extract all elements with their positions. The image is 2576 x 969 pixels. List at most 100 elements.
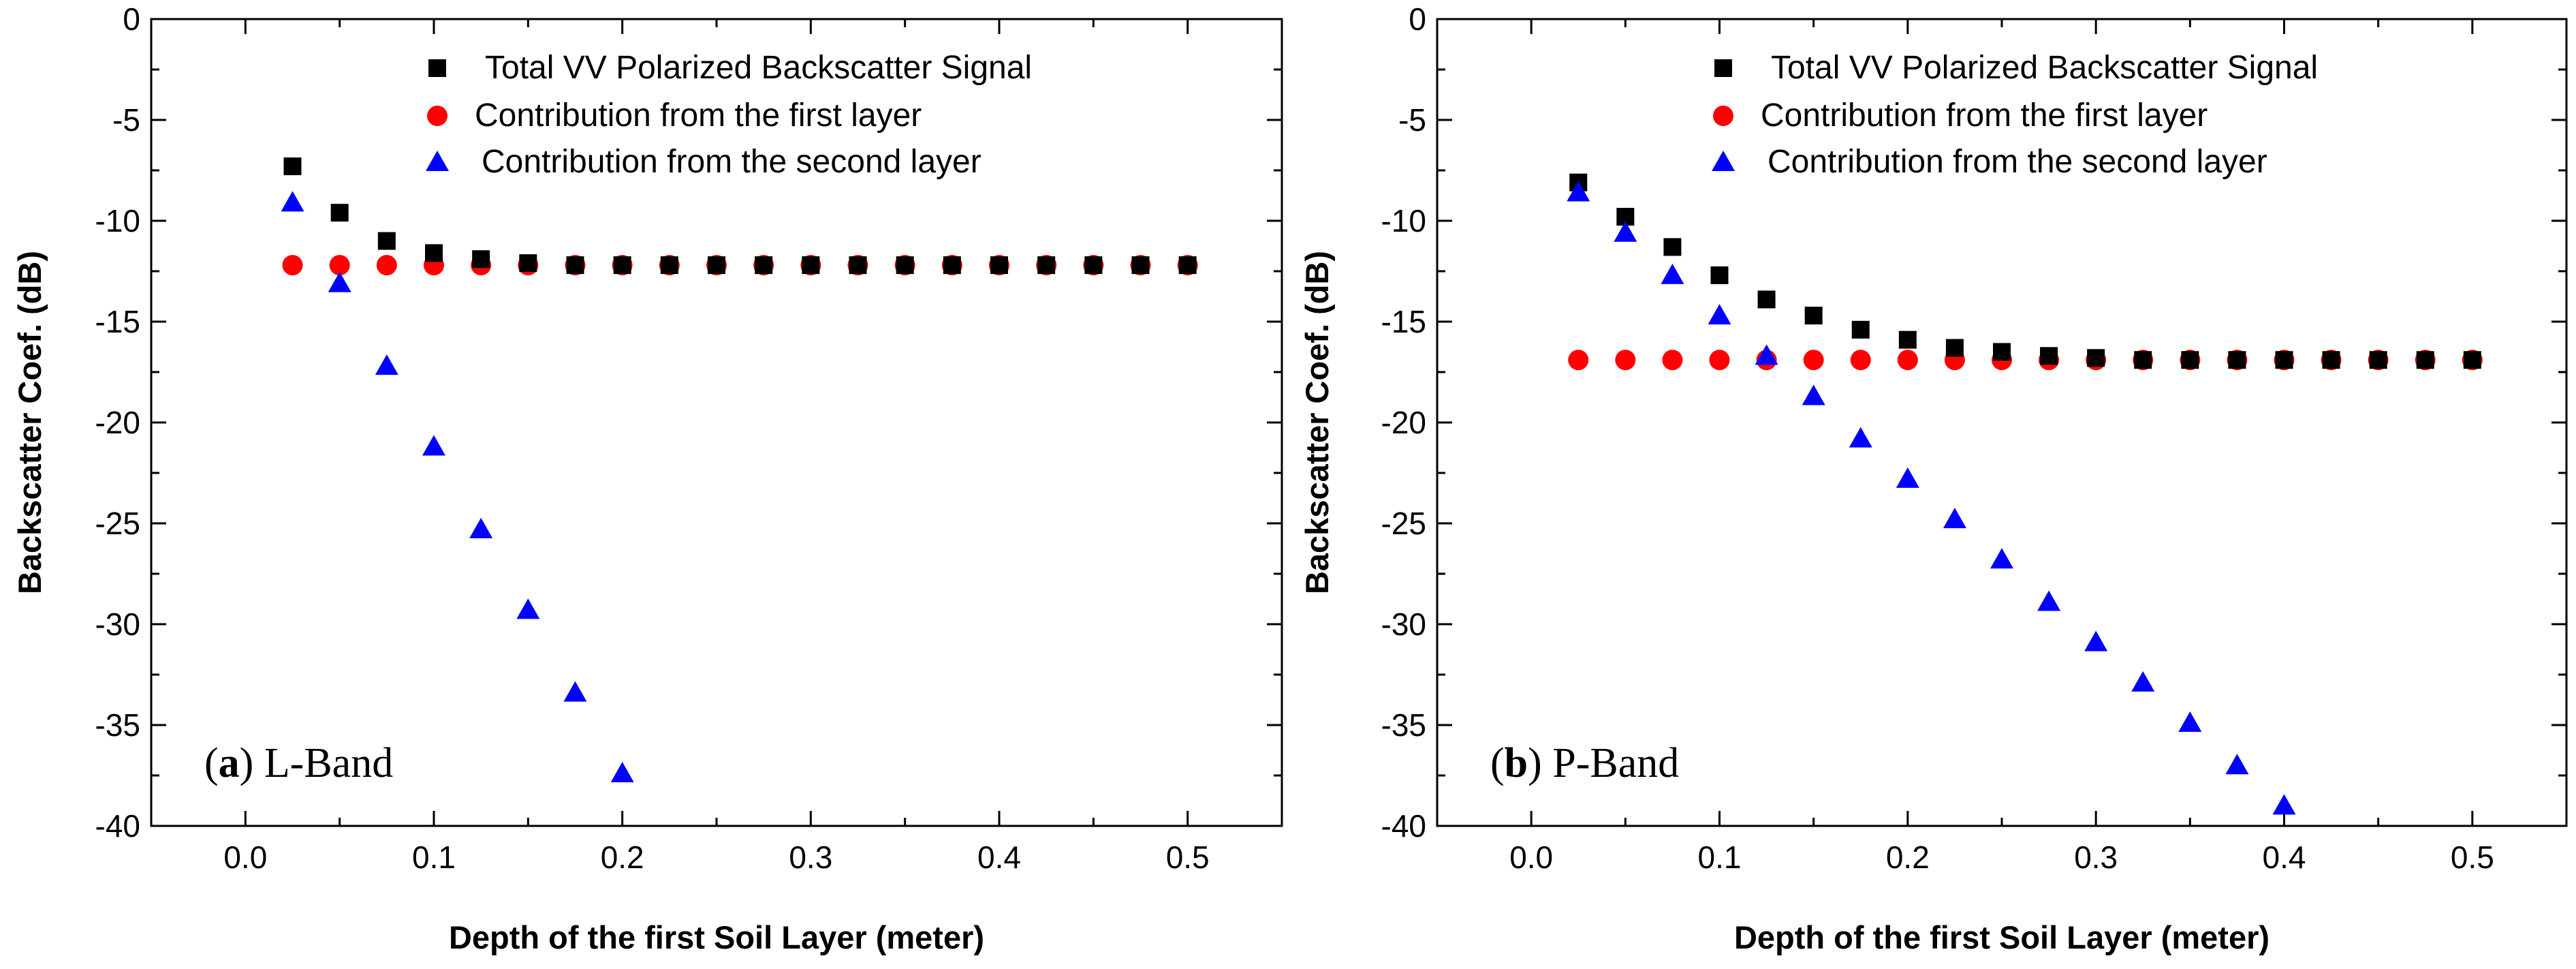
- x-tick-label: 0.3: [789, 840, 832, 875]
- y-tick-label: -5: [112, 102, 140, 138]
- plot-frame: [1436, 18, 2568, 827]
- y-tick-label: -5: [1398, 102, 1426, 138]
- data-point-triangle: [1708, 304, 1731, 325]
- data-point-triangle: [2272, 794, 2296, 815]
- data-point-triangle: [610, 762, 634, 783]
- legend-marker-square: [428, 59, 446, 77]
- legend-marker-triangle: [426, 151, 449, 171]
- data-point-circle: [1568, 350, 1589, 371]
- data-point-triangle: [516, 598, 540, 619]
- data-point-square: [1898, 330, 1917, 349]
- series-circle: [1568, 350, 2483, 371]
- legend-label: Total VV Polarized Backscatter Signal: [1771, 50, 2318, 86]
- series-square: [1569, 173, 2481, 369]
- plot-frame: [150, 18, 1283, 827]
- y-tick-label: -30: [1381, 606, 1426, 642]
- panel-tag-open: (: [1490, 740, 1505, 786]
- data-point-triangle: [422, 435, 445, 456]
- data-point-square: [1993, 343, 2011, 361]
- data-point-square: [613, 256, 631, 275]
- y-tick-label: -40: [1381, 808, 1426, 844]
- data-point-square: [2463, 351, 2481, 369]
- data-point-square: [708, 256, 725, 275]
- x-tick-label: 0.5: [2451, 840, 2494, 875]
- data-point-triangle: [281, 191, 304, 212]
- data-point-circle: [376, 255, 397, 276]
- data-point-square: [1131, 256, 1150, 275]
- x-tick-label: 0.0: [223, 840, 267, 875]
- data-point-square: [566, 256, 584, 275]
- data-point-square: [2087, 349, 2105, 367]
- data-point-square: [2134, 351, 2152, 369]
- data-point-triangle: [1990, 548, 2013, 569]
- legend-marker-circle: [1713, 106, 1733, 126]
- panel-tag: (a) L-Band: [204, 740, 393, 786]
- x-tick-label: 0.3: [2074, 840, 2118, 875]
- data-point-circle: [282, 255, 303, 276]
- y-tick-label: -10: [95, 203, 140, 239]
- data-point-square: [2322, 351, 2340, 369]
- panel-band-text: P-Band: [1552, 740, 1679, 786]
- series-triangle: [281, 191, 634, 783]
- data-point-triangle: [1567, 181, 1590, 202]
- series-square: [283, 157, 1197, 275]
- x-tick-label: 0.0: [1509, 840, 1553, 875]
- panel-tag-close: ): [240, 740, 264, 786]
- y-tick-label: -25: [95, 506, 140, 541]
- y-tick-label: -15: [95, 304, 140, 339]
- data-point-triangle: [1755, 344, 1778, 365]
- data-point-circle: [1897, 350, 1918, 371]
- data-point-square: [1037, 256, 1056, 275]
- legend-label: Contribution from the second layer: [482, 144, 981, 180]
- data-point-circle: [1662, 350, 1683, 371]
- y-tick-label: -30: [95, 606, 140, 642]
- data-point-square: [1945, 339, 1964, 357]
- legend-label: Contribution from the first layer: [475, 97, 922, 134]
- y-tick-label: -40: [95, 808, 140, 844]
- data-point-square: [377, 232, 396, 250]
- data-point-triangle: [1802, 384, 1825, 405]
- x-tick-label: 0.1: [1698, 840, 1742, 875]
- data-point-square: [896, 256, 914, 275]
- x-axis-title: Depth of the first Soil Layer (meter): [449, 919, 984, 955]
- data-point-square: [755, 256, 773, 275]
- data-point-square: [2228, 351, 2246, 369]
- legend-marker-circle: [427, 106, 447, 126]
- data-point-triangle: [563, 681, 587, 702]
- data-point-triangle: [469, 517, 493, 538]
- data-point-square: [2040, 347, 2058, 365]
- data-point-square: [1804, 307, 1823, 325]
- chart-panel-a: 0 -5 -10 -15 -20 -25 -30 -35 -40 0.0 0.1 0.2 0.3 0.4 0…: [12, 1, 1283, 955]
- y-tick-label: -15: [1381, 304, 1426, 339]
- data-point-square: [2181, 351, 2199, 369]
- data-point-triangle: [1614, 221, 1637, 242]
- x-tick-label: 0.4: [977, 840, 1021, 875]
- data-point-triangle: [2225, 754, 2249, 775]
- y-tick-label: 0: [1409, 1, 1426, 37]
- data-point-square: [425, 244, 443, 262]
- x-tick-label: 0.2: [1886, 840, 1930, 875]
- data-point-triangle: [375, 354, 398, 375]
- y-tick-label: -35: [95, 707, 140, 743]
- data-point-triangle: [1943, 508, 1966, 529]
- data-point-square: [802, 256, 820, 275]
- panel-letter: b: [1505, 740, 1528, 786]
- data-point-circle: [329, 255, 350, 276]
- data-point-triangle: [2037, 590, 2061, 611]
- legend-marker-triangle: [1712, 151, 1735, 171]
- x-tick-label: 0.2: [601, 840, 644, 875]
- series-triangle: [1567, 181, 2296, 815]
- legend-label: Contribution from the second layer: [1768, 144, 2267, 180]
- data-point-square: [1178, 256, 1197, 275]
- y-axis-title: Backscatter Coef. (dB): [12, 251, 48, 594]
- legend-label: Contribution from the first layer: [1761, 97, 2208, 134]
- data-point-triangle: [1849, 427, 1872, 448]
- data-point-circle: [1615, 350, 1636, 371]
- data-point-triangle: [328, 271, 351, 292]
- legend-marker-square: [1714, 59, 1732, 77]
- x-axis-title: Depth of the first Soil Layer (meter): [1734, 919, 2269, 955]
- panel-letter: a: [219, 740, 240, 786]
- data-point-square: [1663, 238, 1682, 256]
- data-point-square: [330, 204, 349, 222]
